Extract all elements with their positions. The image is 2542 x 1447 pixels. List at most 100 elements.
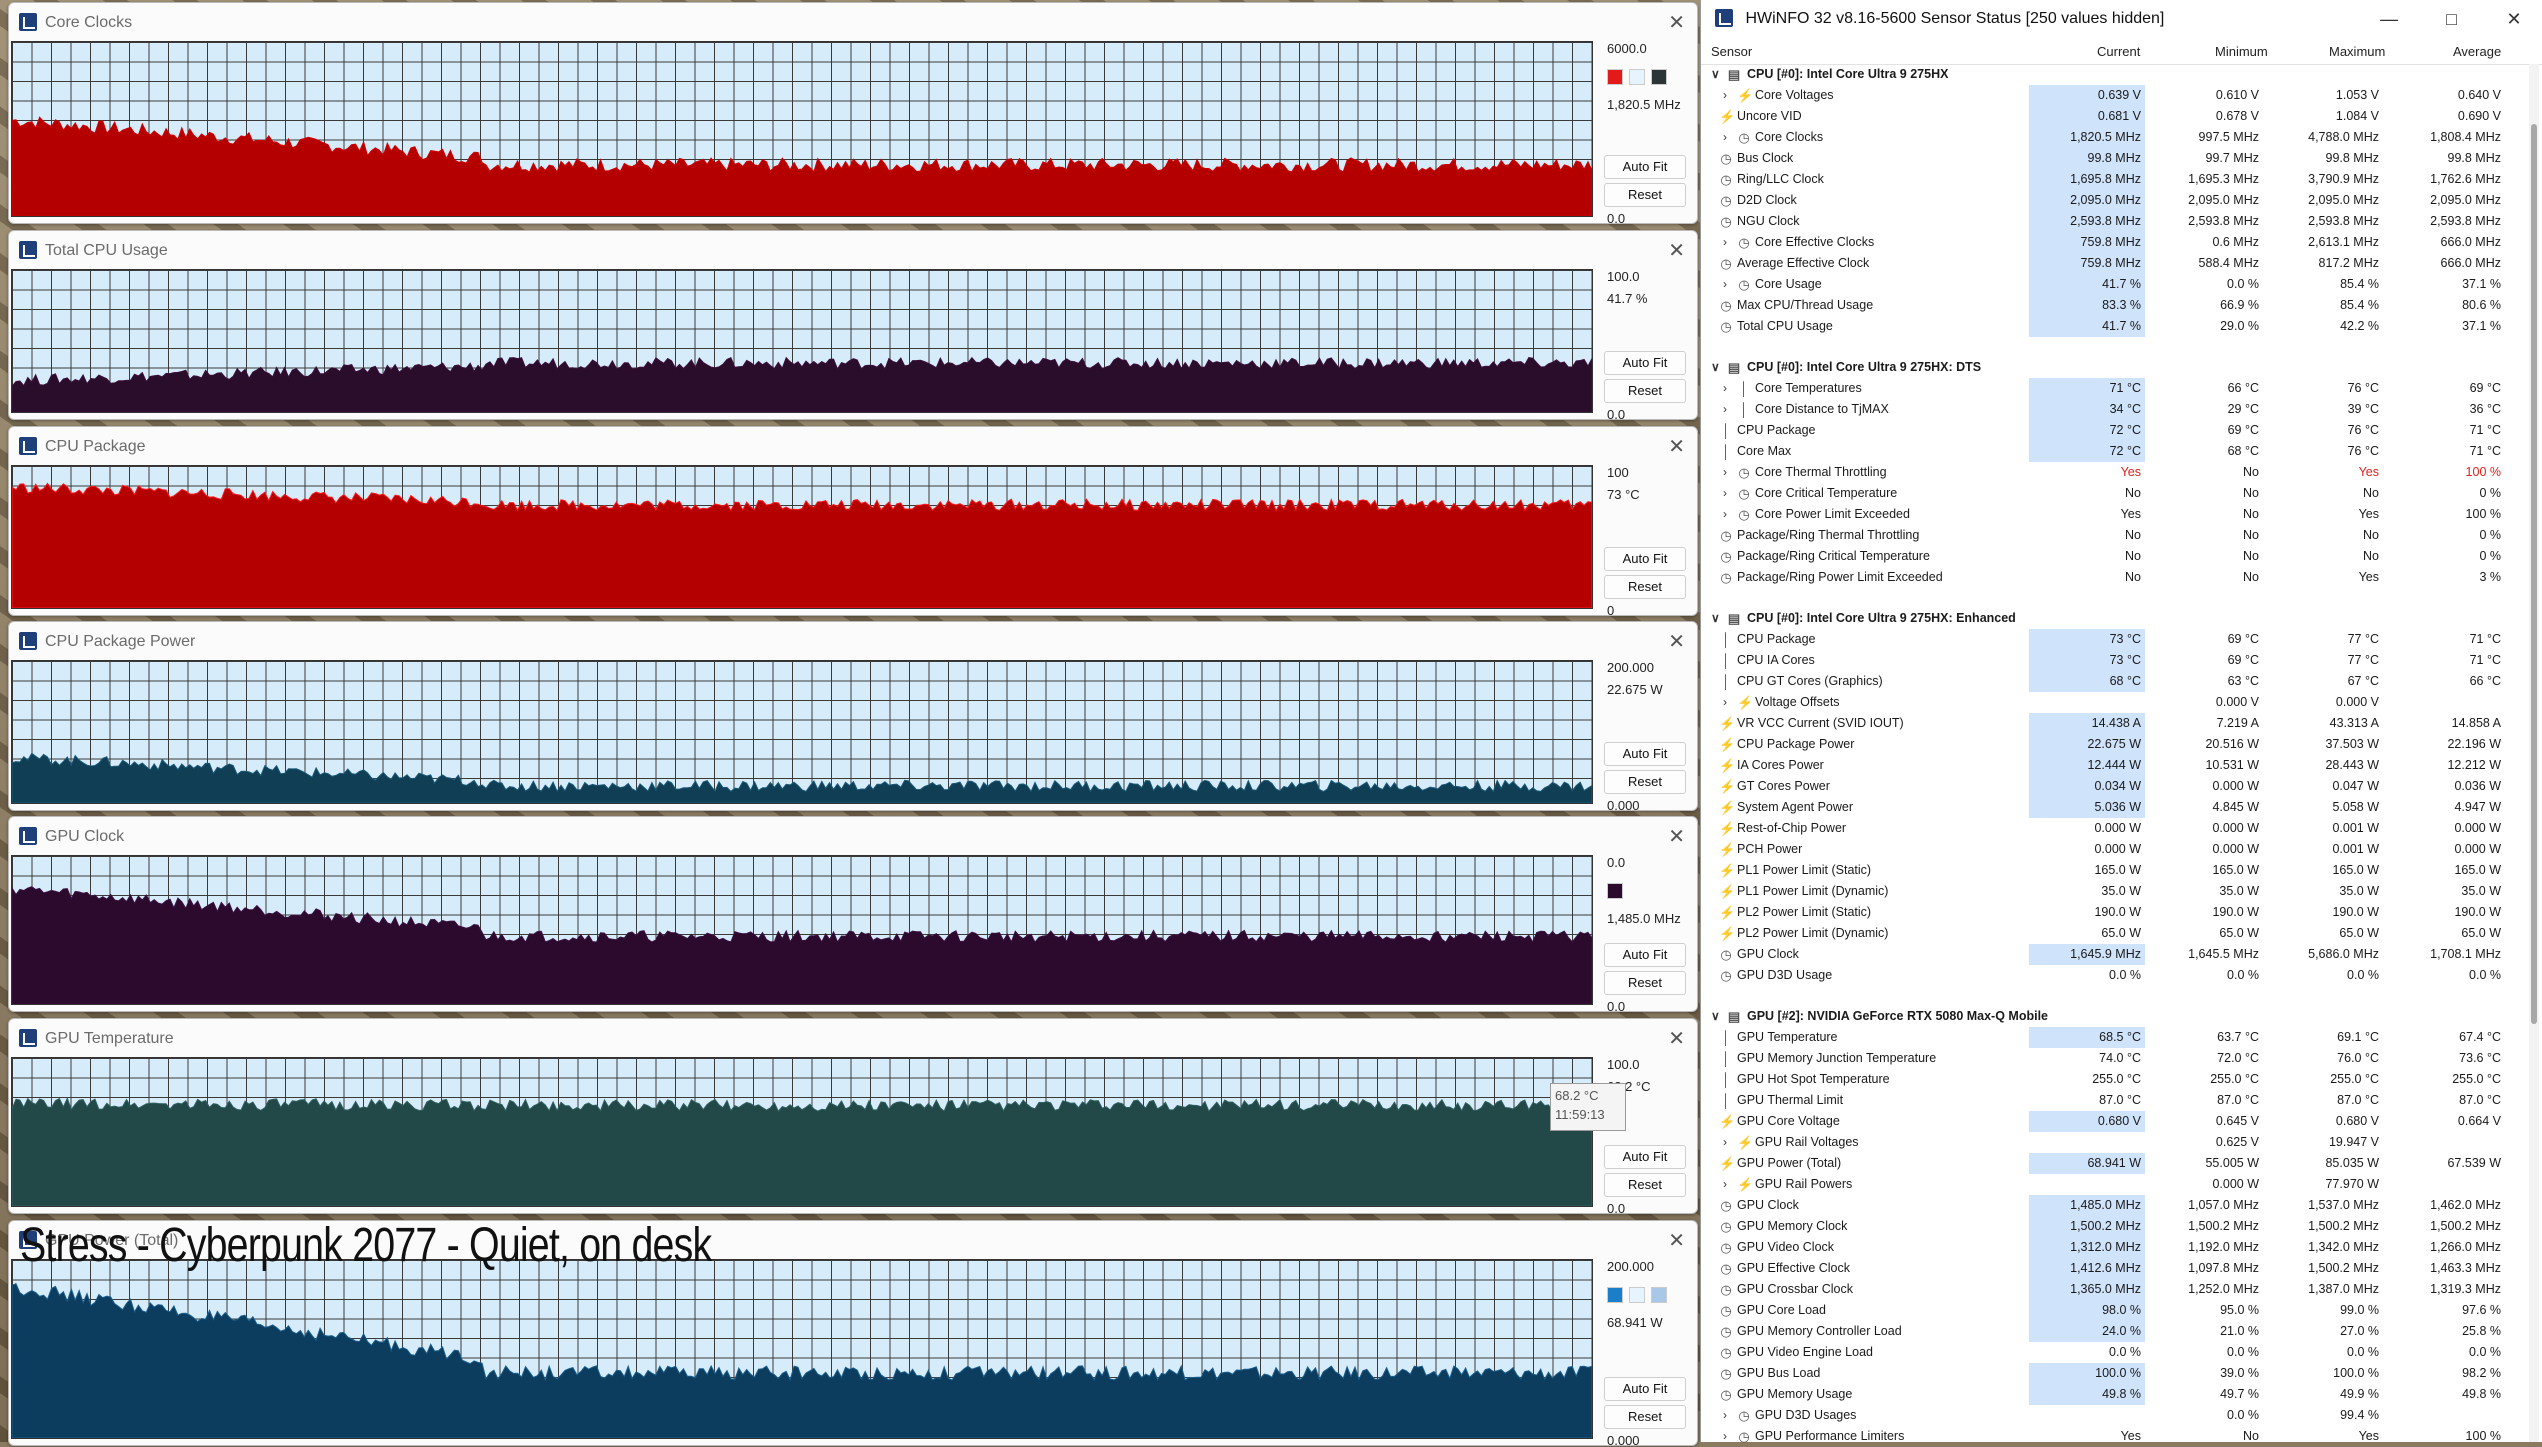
reset-button[interactable]: Reset: [1604, 971, 1686, 995]
sensor-row[interactable]: ◷ GPU Video Clock 1,312.0 MHz 1,192.0 MHz 1,…: [1701, 1237, 2523, 1258]
auto-fit-button[interactable]: Auto Fit: [1604, 1377, 1686, 1401]
color-swatch[interactable]: [1607, 883, 1623, 899]
sensor-row[interactable]: › ◷ Core Clocks 1,820.5 MHz 997.5 MHz 4,788.0…: [1701, 127, 2523, 148]
sensor-row[interactable]: ◷ GPU Core Load 98.0 % 95.0 % 99.0 % 97.6 %: [1701, 1300, 2523, 1321]
sensor-row[interactable]: │ GPU Memory Junction Temperature 74.0 °C 7…: [1701, 1048, 2523, 1069]
expand-chevron-icon[interactable]: ›: [1723, 1408, 1727, 1422]
sensor-row[interactable]: ◷ D2D Clock 2,095.0 MHz 2,095.0 MHz 2,095.0 …: [1701, 190, 2523, 211]
scrollbar-thumb[interactable]: [2531, 124, 2537, 1024]
sensor-row[interactable]: › ◷ Core Critical Temperature No No No 0 %: [1701, 483, 2523, 504]
sensor-row[interactable]: ◷ NGU Clock 2,593.8 MHz 2,593.8 MHz 2,593.8 …: [1701, 211, 2523, 232]
reset-button[interactable]: Reset: [1604, 1405, 1686, 1429]
sensor-row[interactable]: │ CPU Package 72 °C 69 °C 76 °C 71 °C: [1701, 420, 2523, 441]
graph-window[interactable]: Core Clocks ✕ 6000.0 1,820.5 MHz Auto Fit Res…: [8, 2, 1698, 224]
sensor-row[interactable]: ◷ GPU Bus Load 100.0 % 39.0 % 100.0 % 98.2 %: [1701, 1363, 2523, 1384]
sensor-row[interactable]: › ◷ Core Usage 41.7 % 0.0 % 85.4 % 37.1 %: [1701, 274, 2523, 295]
sensor-row[interactable]: ⚡ PL1 Power Limit (Static) 165.0 W 165.0 W 1…: [1701, 860, 2523, 881]
minimize-icon[interactable]: —: [2380, 9, 2399, 29]
sensor-row[interactable]: ⚡ IA Cores Power 12.444 W 10.531 W 28.443 W 1…: [1701, 755, 2523, 776]
expand-chevron-icon[interactable]: ›: [1723, 1429, 1727, 1443]
close-icon[interactable]: ✕: [1668, 826, 1685, 848]
close-icon[interactable]: ✕: [1668, 240, 1685, 262]
sensor-row[interactable]: ◷ Package/Ring Power Limit Exceeded No No Ye…: [1701, 567, 2523, 588]
color-swatch[interactable]: [1607, 69, 1623, 85]
reset-button[interactable]: Reset: [1604, 1173, 1686, 1197]
sensor-row[interactable]: ⚡ PL2 Power Limit (Static) 190.0 W 190.0 W 1…: [1701, 902, 2523, 923]
sensor-row[interactable]: › ◷ Core Power Limit Exceeded Yes No Yes 100 %: [1701, 504, 2523, 525]
sensor-row[interactable]: │ CPU Package 73 °C 69 °C 77 °C 71 °C: [1701, 629, 2523, 650]
expand-chevron-icon[interactable]: ›: [1723, 402, 1727, 416]
graph-window[interactable]: GPU Clock ✕ 0.0 1,485.0 MHz Auto Fit Reset 0.0: [8, 816, 1698, 1012]
sensor-row[interactable]: │ CPU IA Cores 73 °C 69 °C 77 °C 71 °C: [1701, 650, 2523, 671]
col-current[interactable]: Current: [2097, 44, 2141, 59]
reset-button[interactable]: Reset: [1604, 770, 1686, 794]
sensor-row[interactable]: ◷ GPU Memory Clock 1,500.2 MHz 1,500.2 MHz 1…: [1701, 1216, 2523, 1237]
color-swatch[interactable]: [1607, 1287, 1623, 1303]
sensor-row[interactable]: │ CPU GT Cores (Graphics) 68 °C 63 °C 67 °C 6…: [1701, 671, 2523, 692]
sensor-row[interactable]: › ⚡ Core Voltages 0.639 V 0.610 V 1.053 V 0.64…: [1701, 85, 2523, 106]
color-swatch[interactable]: [1629, 69, 1645, 85]
sensor-row[interactable]: ◷ GPU D3D Usage 0.0 % 0.0 % 0.0 % 0.0 %: [1701, 965, 2523, 986]
sensor-row[interactable]: › ◷ Core Thermal Throttling Yes No Yes 100 %: [1701, 462, 2523, 483]
sensor-row[interactable]: › ⚡ GPU Rail Powers 0.000 W 77.970 W: [1701, 1174, 2523, 1195]
sensor-row[interactable]: ⚡ VR VCC Current (SVID IOUT) 14.438 A 7.219…: [1701, 713, 2523, 734]
sensor-row[interactable]: ⚡ GPU Power (Total) 68.941 W 55.005 W 85.035…: [1701, 1153, 2523, 1174]
sensor-group[interactable]: ∨ ▤ GPU [#2]: NVIDIA GeForce RTX 5080 Max-…: [1701, 1006, 2523, 1027]
close-icon[interactable]: ✕: [1668, 1028, 1685, 1050]
sensor-row[interactable]: ◷ Average Effective Clock 759.8 MHz 588.4 M…: [1701, 253, 2523, 274]
collapse-chevron-icon[interactable]: ∨: [1711, 67, 1720, 81]
sensor-row[interactable]: │ GPU Temperature 68.5 °C 63.7 °C 69.1 °C 67.…: [1701, 1027, 2523, 1048]
sensor-row[interactable]: ⚡ CPU Package Power 22.675 W 20.516 W 37.503…: [1701, 734, 2523, 755]
sensor-group[interactable]: ∨ ▤ CPU [#0]: Intel Core Ultra 9 275HX: [1701, 64, 2523, 85]
sensor-row[interactable]: ⚡ PCH Power 0.000 W 0.000 W 0.001 W 0.000 W: [1701, 839, 2523, 860]
expand-chevron-icon[interactable]: ›: [1723, 130, 1727, 144]
sensor-row[interactable]: › ◷ GPU D3D Usages 0.0 % 99.4 %: [1701, 1405, 2523, 1426]
expand-chevron-icon[interactable]: ›: [1723, 507, 1727, 521]
sensor-row[interactable]: ◷ Package/Ring Critical Temperature No No No…: [1701, 546, 2523, 567]
sensor-row[interactable]: │ GPU Thermal Limit 87.0 °C 87.0 °C 87.0 °C 8…: [1701, 1090, 2523, 1111]
sensor-row[interactable]: ⚡ GPU Core Voltage 0.680 V 0.645 V 0.680 V 0.…: [1701, 1111, 2523, 1132]
close-icon[interactable]: ✕: [1668, 631, 1685, 653]
expand-chevron-icon[interactable]: ›: [1723, 277, 1727, 291]
col-minimum[interactable]: Minimum: [2215, 44, 2268, 59]
expand-chevron-icon[interactable]: ›: [1723, 381, 1727, 395]
sensor-row[interactable]: ⚡ PL2 Power Limit (Dynamic) 65.0 W 65.0 W 65…: [1701, 923, 2523, 944]
sensor-group[interactable]: ∨ ▤ CPU [#0]: Intel Core Ultra 9 275HX: En…: [1701, 608, 2523, 629]
col-sensor[interactable]: Sensor: [1711, 44, 1753, 59]
graph-window[interactable]: CPU Package ✕ 100 73 °C Auto Fit Reset 0: [8, 426, 1698, 616]
auto-fit-button[interactable]: Auto Fit: [1604, 351, 1686, 375]
color-swatch[interactable]: [1651, 1287, 1667, 1303]
sensor-row[interactable]: › │ Core Temperatures 71 °C 66 °C 76 °C 69 °C: [1701, 378, 2523, 399]
reset-button[interactable]: Reset: [1604, 183, 1686, 207]
sensor-row[interactable]: ◷ GPU Effective Clock 1,412.6 MHz 1,097.8 M…: [1701, 1258, 2523, 1279]
graph-window[interactable]: GPU Power (Total) ✕ 200.000 68.941 W Auto Fi…: [8, 1220, 1698, 1446]
sensor-row[interactable]: ◷ GPU Crossbar Clock 1,365.0 MHz 1,252.0 MH…: [1701, 1279, 2523, 1300]
col-average[interactable]: Average: [2453, 44, 2502, 59]
sensor-row[interactable]: │ Core Max 72 °C 68 °C 76 °C 71 °C: [1701, 441, 2523, 462]
sensor-row[interactable]: › │ Core Distance to TjMAX 34 °C 29 °C 39 °C 3…: [1701, 399, 2523, 420]
reset-button[interactable]: Reset: [1604, 575, 1686, 599]
sensor-row[interactable]: ◷ Max CPU/Thread Usage 83.3 % 66.9 % 85.4 % 8…: [1701, 295, 2523, 316]
auto-fit-button[interactable]: Auto Fit: [1604, 547, 1686, 571]
sensor-row[interactable]: ⚡ Uncore VID 0.681 V 0.678 V 1.084 V 0.690 V: [1701, 106, 2523, 127]
sensor-row[interactable]: › ◷ GPU Performance Limiters Yes No Yes 100 %: [1701, 1426, 2523, 1447]
sensor-row[interactable]: │ GPU Hot Spot Temperature 255.0 °C 255.0 °…: [1701, 1069, 2523, 1090]
expand-chevron-icon[interactable]: ›: [1723, 1135, 1727, 1149]
expand-chevron-icon[interactable]: ›: [1723, 486, 1727, 500]
graph-window[interactable]: GPU Temperature ✕ 100.0 68.2 °C Auto Fit Rese…: [8, 1018, 1698, 1214]
sensor-row[interactable]: ⚡ Rest-of-Chip Power 0.000 W 0.000 W 0.001 W…: [1701, 818, 2523, 839]
sensor-group[interactable]: ∨ ▤ CPU [#0]: Intel Core Ultra 9 275HX: DT…: [1701, 357, 2523, 378]
sensor-row[interactable]: › ⚡ GPU Rail Voltages 0.625 V 19.947 V: [1701, 1132, 2523, 1153]
color-swatch[interactable]: [1651, 69, 1667, 85]
expand-chevron-icon[interactable]: ›: [1723, 88, 1727, 102]
auto-fit-button[interactable]: Auto Fit: [1604, 742, 1686, 766]
maximize-icon[interactable]: □: [2446, 9, 2457, 29]
scrollbar[interactable]: [2529, 64, 2539, 1442]
sensor-row[interactable]: ◷ GPU Video Engine Load 0.0 % 0.0 % 0.0 % 0.0…: [1701, 1342, 2523, 1363]
sensor-row[interactable]: ◷ GPU Clock 1,645.9 MHz 1,645.5 MHz 5,686.0 …: [1701, 944, 2523, 965]
close-icon[interactable]: ✕: [1668, 12, 1685, 34]
close-icon[interactable]: ✕: [1668, 436, 1685, 458]
collapse-chevron-icon[interactable]: ∨: [1711, 611, 1720, 625]
expand-chevron-icon[interactable]: ›: [1723, 465, 1727, 479]
sensor-row[interactable]: ◷ Bus Clock 99.8 MHz 99.7 MHz 99.8 MHz 99.8 M…: [1701, 148, 2523, 169]
